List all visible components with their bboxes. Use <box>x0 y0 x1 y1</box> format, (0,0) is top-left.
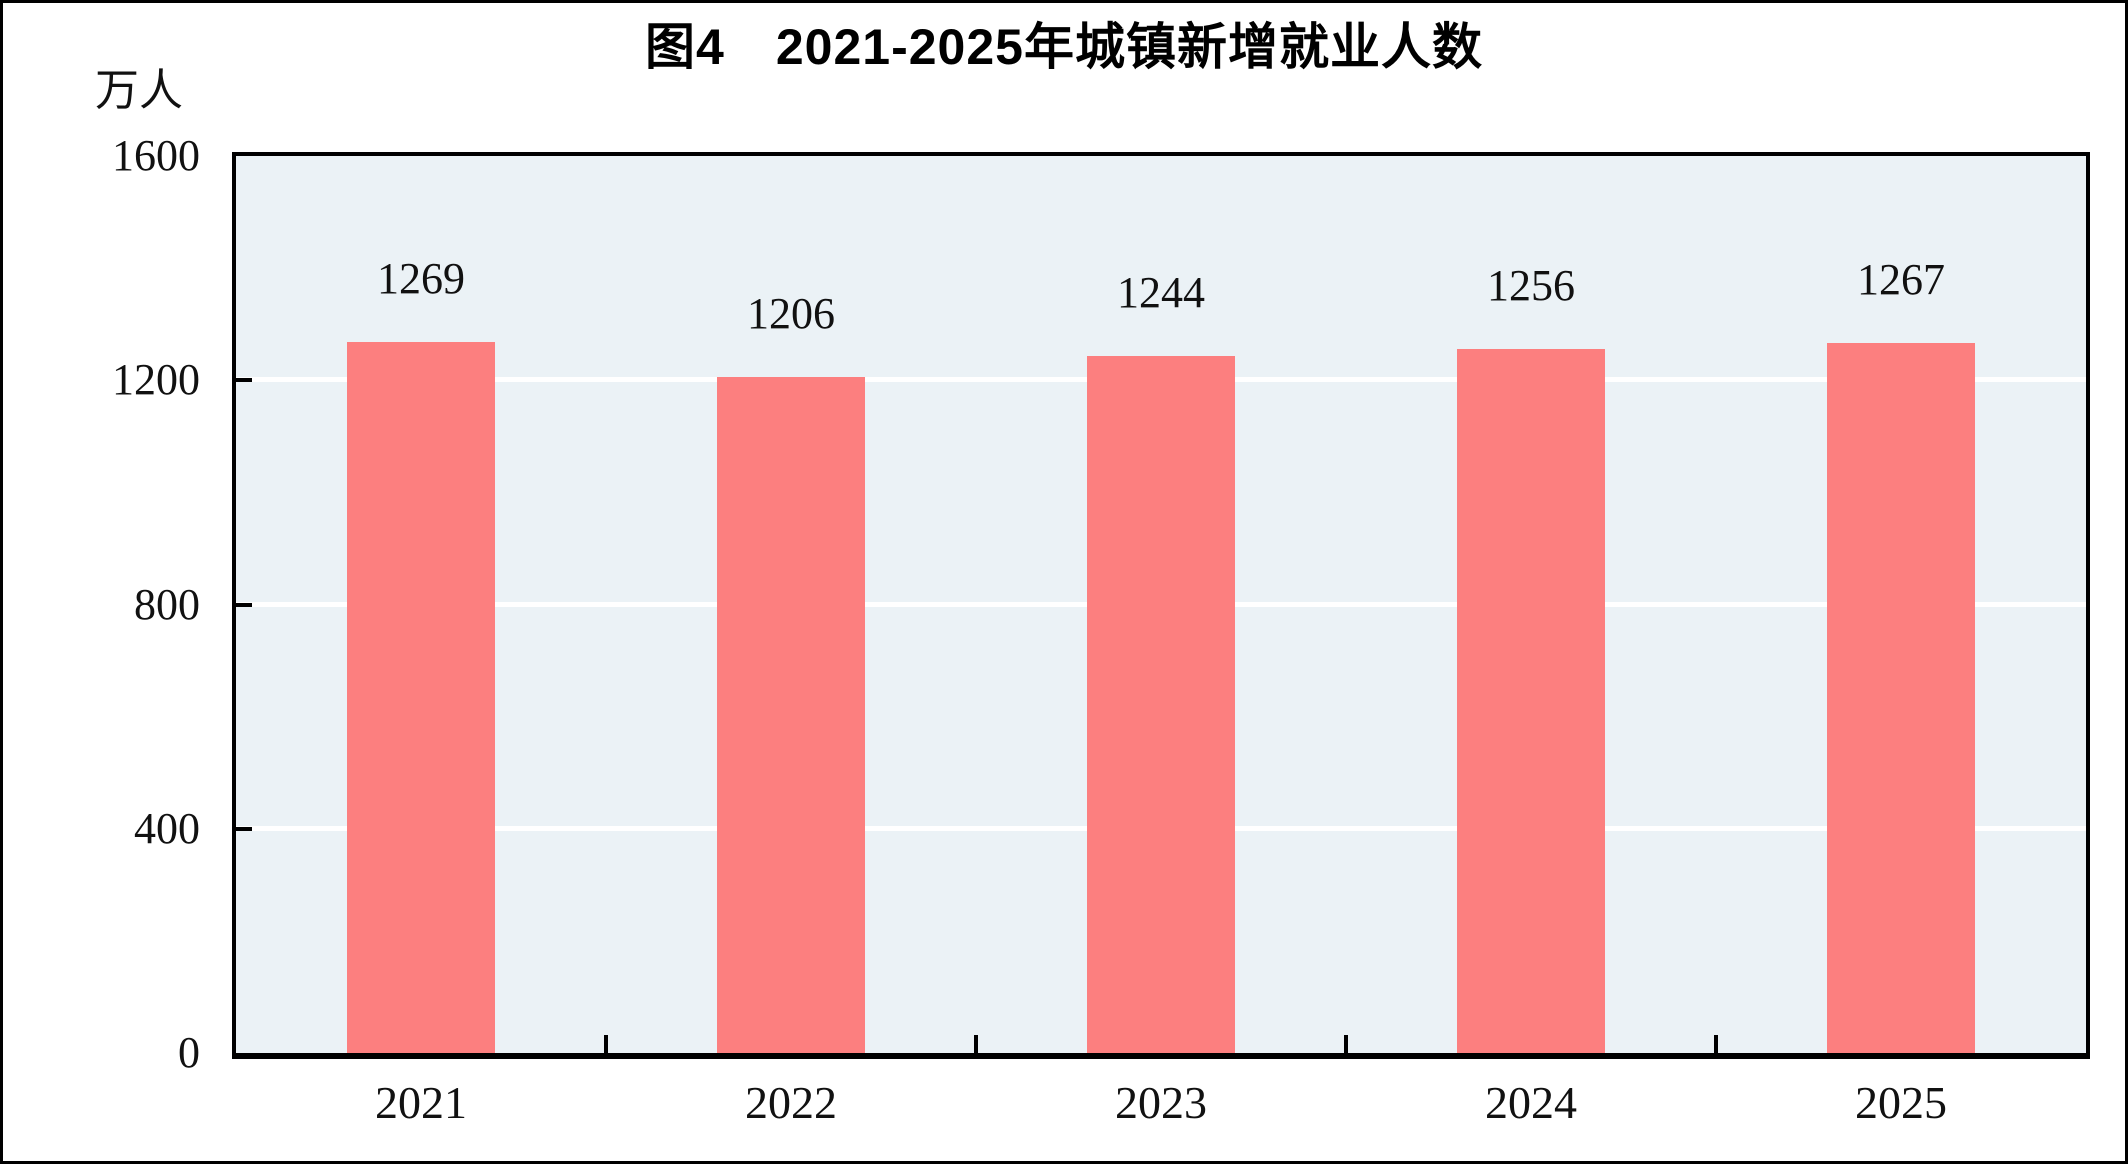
x-tick-label-2025: 2025 <box>1855 1077 1947 1128</box>
x-tick-mark-2 <box>974 1035 978 1053</box>
y-tick-mark-400 <box>236 826 252 831</box>
bar-2025 <box>1827 342 1975 1053</box>
value-label-2024: 1256 <box>1487 260 1575 310</box>
y-axis-unit-label: 万人 <box>95 66 183 115</box>
y-tick-mark-800 <box>236 602 252 607</box>
bar-2021 <box>347 341 495 1053</box>
x-axis-tick-labels: 2021 2022 2023 2024 2025 <box>236 1075 2086 1145</box>
y-tick-label-800: 800 <box>134 579 200 629</box>
y-tick-label-400: 400 <box>134 803 200 853</box>
y-tick-mark-1200 <box>236 378 252 383</box>
bar-2024 <box>1457 348 1605 1053</box>
chart-title: 图4 2021-2025年城镇新增就业人数 <box>645 19 1483 75</box>
x-tick-mark-3 <box>1344 1035 1348 1053</box>
y-tick-label-1600: 1600 <box>112 131 200 180</box>
x-tick-label-2023: 2023 <box>1115 1077 1207 1128</box>
x-tick-label-2022: 2022 <box>745 1077 837 1128</box>
y-tick-label-0: 0 <box>178 1028 200 1077</box>
x-tick-label-2024: 2024 <box>1485 1077 1577 1128</box>
bar-2023 <box>1087 355 1235 1053</box>
plot-area: 1269 1206 1244 1256 1267 <box>232 152 2090 1059</box>
value-label-2021: 1269 <box>377 253 465 303</box>
value-label-2025: 1267 <box>1857 254 1945 304</box>
plot-inner: 1269 1206 1244 1256 1267 <box>236 156 2086 1053</box>
value-label-2023: 1244 <box>1117 267 1205 317</box>
x-tick-mark-4 <box>1714 1035 1718 1053</box>
y-tick-label-1200: 1200 <box>112 355 200 405</box>
y-axis-tick-labels: 0 400 800 1200 1600 <box>3 3 200 1161</box>
x-tick-mark-1 <box>604 1035 608 1053</box>
value-label-2022: 1206 <box>747 288 835 338</box>
bar-2022 <box>717 376 865 1053</box>
x-tick-label-2021: 2021 <box>375 1077 467 1128</box>
